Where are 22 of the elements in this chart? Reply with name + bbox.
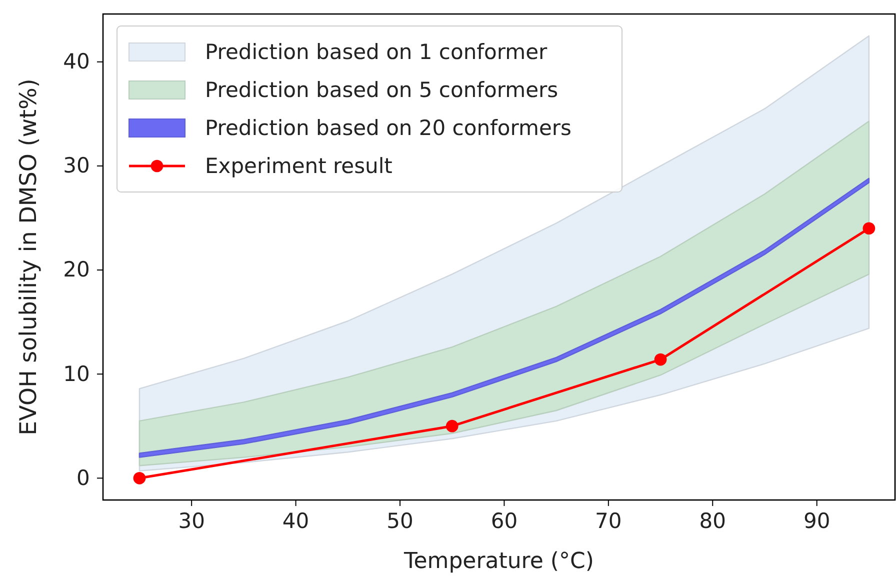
point <box>133 472 146 484</box>
legend-label: Prediction based on 20 conformers <box>205 116 572 140</box>
y-tick-label: 40 <box>63 50 90 74</box>
x-tick-label: 80 <box>699 508 726 533</box>
x-tick-label: 90 <box>803 508 830 533</box>
x-tick-label: 30 <box>178 508 205 533</box>
x-tick-label: 60 <box>490 508 518 533</box>
x-tick-label: 50 <box>386 508 414 533</box>
legend-label: Experiment result <box>205 154 392 178</box>
point <box>654 353 667 366</box>
x-tick-label: 40 <box>282 508 310 533</box>
y-tick-label: 0 <box>76 466 90 490</box>
legend-label: Prediction based on 1 conformer <box>205 40 548 64</box>
y-tick-label: 20 <box>63 258 90 282</box>
y-axis-title: EVOH solubility in DMSO (wt%) <box>16 78 42 436</box>
point <box>446 420 458 432</box>
x-axis-title: Temperature (°C) <box>403 549 594 574</box>
x-tick-label: 70 <box>595 508 622 533</box>
y-tick-label: 30 <box>63 154 90 178</box>
y-tick-label: 10 <box>63 362 90 386</box>
point <box>862 222 876 235</box>
legend-label: Prediction based on 5 conformers <box>205 78 558 102</box>
